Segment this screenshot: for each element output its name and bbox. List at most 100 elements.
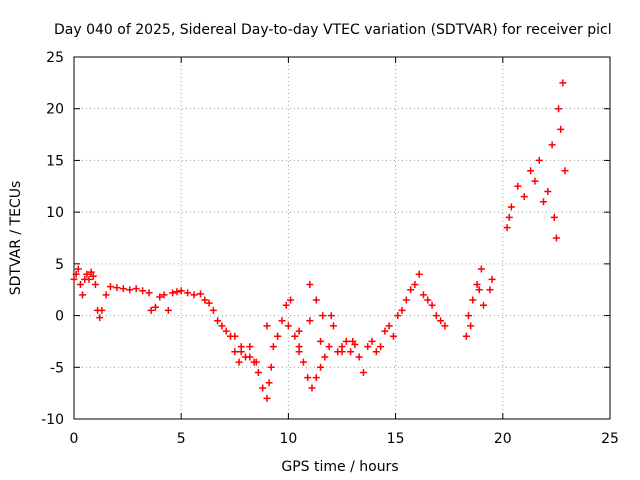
data-point [139, 287, 147, 295]
data-point [540, 198, 548, 206]
data-point [385, 322, 393, 330]
data-point [552, 234, 560, 242]
data-point [231, 332, 239, 340]
data-point [464, 312, 472, 320]
data-point [246, 353, 254, 361]
data-point [106, 283, 114, 291]
data-point [287, 296, 295, 304]
x-tick-label: 10 [279, 431, 297, 447]
data-point [544, 187, 552, 195]
y-tick-label: -5 [50, 360, 64, 376]
data-point [160, 291, 168, 299]
data-point [473, 281, 481, 289]
data-point [364, 343, 372, 351]
data-point [475, 286, 483, 294]
data-point [317, 337, 325, 345]
data-point [119, 285, 127, 293]
data-point [437, 317, 445, 325]
data-point [355, 353, 363, 361]
data-point [338, 348, 346, 356]
data-point [477, 265, 485, 273]
data-point [147, 306, 155, 314]
data-point [79, 291, 87, 299]
data-point [372, 348, 380, 356]
data-point [295, 327, 303, 335]
data-point [381, 327, 389, 335]
data-point [559, 79, 567, 87]
data-point [151, 303, 159, 311]
data-point [505, 213, 513, 221]
data-point [411, 281, 419, 289]
data-point [480, 301, 488, 309]
data-point [246, 343, 254, 351]
data-point [291, 332, 299, 340]
data-point [295, 348, 303, 356]
data-point [377, 343, 385, 351]
data-point [72, 270, 80, 278]
data-point [278, 317, 286, 325]
x-axis-label: GPS time / hours [281, 459, 398, 475]
data-point [488, 275, 496, 283]
data-point [259, 384, 267, 392]
data-point [561, 167, 569, 175]
data-point [527, 167, 535, 175]
data-point [235, 358, 243, 366]
data-point [169, 289, 177, 297]
data-point [462, 332, 470, 340]
data-point [555, 105, 563, 113]
data-point [145, 289, 153, 297]
data-point [237, 348, 245, 356]
data-point [441, 322, 449, 330]
data-point [342, 337, 350, 345]
data-point [327, 312, 335, 320]
y-tick-label: -10 [41, 412, 64, 428]
data-point [113, 284, 121, 292]
data-point [325, 343, 333, 351]
data-point [359, 368, 367, 376]
y-tick-label: 0 [55, 309, 64, 325]
data-point [214, 317, 222, 325]
plot-frame [73, 56, 611, 420]
data-point [312, 374, 320, 382]
data-point [306, 281, 314, 289]
data-point [428, 301, 436, 309]
data-point [432, 312, 440, 320]
data-point [424, 296, 432, 304]
data-point [76, 281, 84, 289]
data-point [156, 293, 164, 301]
data-point [205, 299, 213, 307]
data-point [349, 337, 357, 345]
data-point [263, 322, 271, 330]
data-point [329, 322, 337, 330]
data-point [177, 287, 185, 295]
data-point [91, 281, 99, 289]
data-point [368, 337, 376, 345]
data-point [514, 182, 522, 190]
data-point [548, 141, 556, 149]
data-point [184, 289, 192, 297]
data-point [282, 301, 290, 309]
data-point [83, 270, 91, 278]
data-point [557, 125, 565, 133]
data-point [389, 332, 397, 340]
data-point [126, 286, 134, 294]
data-point [201, 296, 209, 304]
data-point [96, 314, 104, 322]
data-point [269, 343, 277, 351]
data-point [306, 317, 314, 325]
data-point [317, 363, 325, 371]
y-tick-label: 10 [46, 205, 64, 221]
y-tick-label: 15 [46, 153, 64, 169]
y-tick-label: 25 [46, 50, 64, 66]
data-point [299, 358, 307, 366]
data-point [196, 290, 204, 298]
data-point [265, 379, 273, 387]
data-point [304, 374, 312, 382]
data-point [312, 296, 320, 304]
axis-ticks: 0 5 10 15 20 25 -10 -5 0 5 10 15 20 25 [41, 50, 619, 447]
data-point [407, 286, 415, 294]
data-point [550, 213, 558, 221]
data-point [209, 306, 217, 314]
data-point [469, 296, 477, 304]
